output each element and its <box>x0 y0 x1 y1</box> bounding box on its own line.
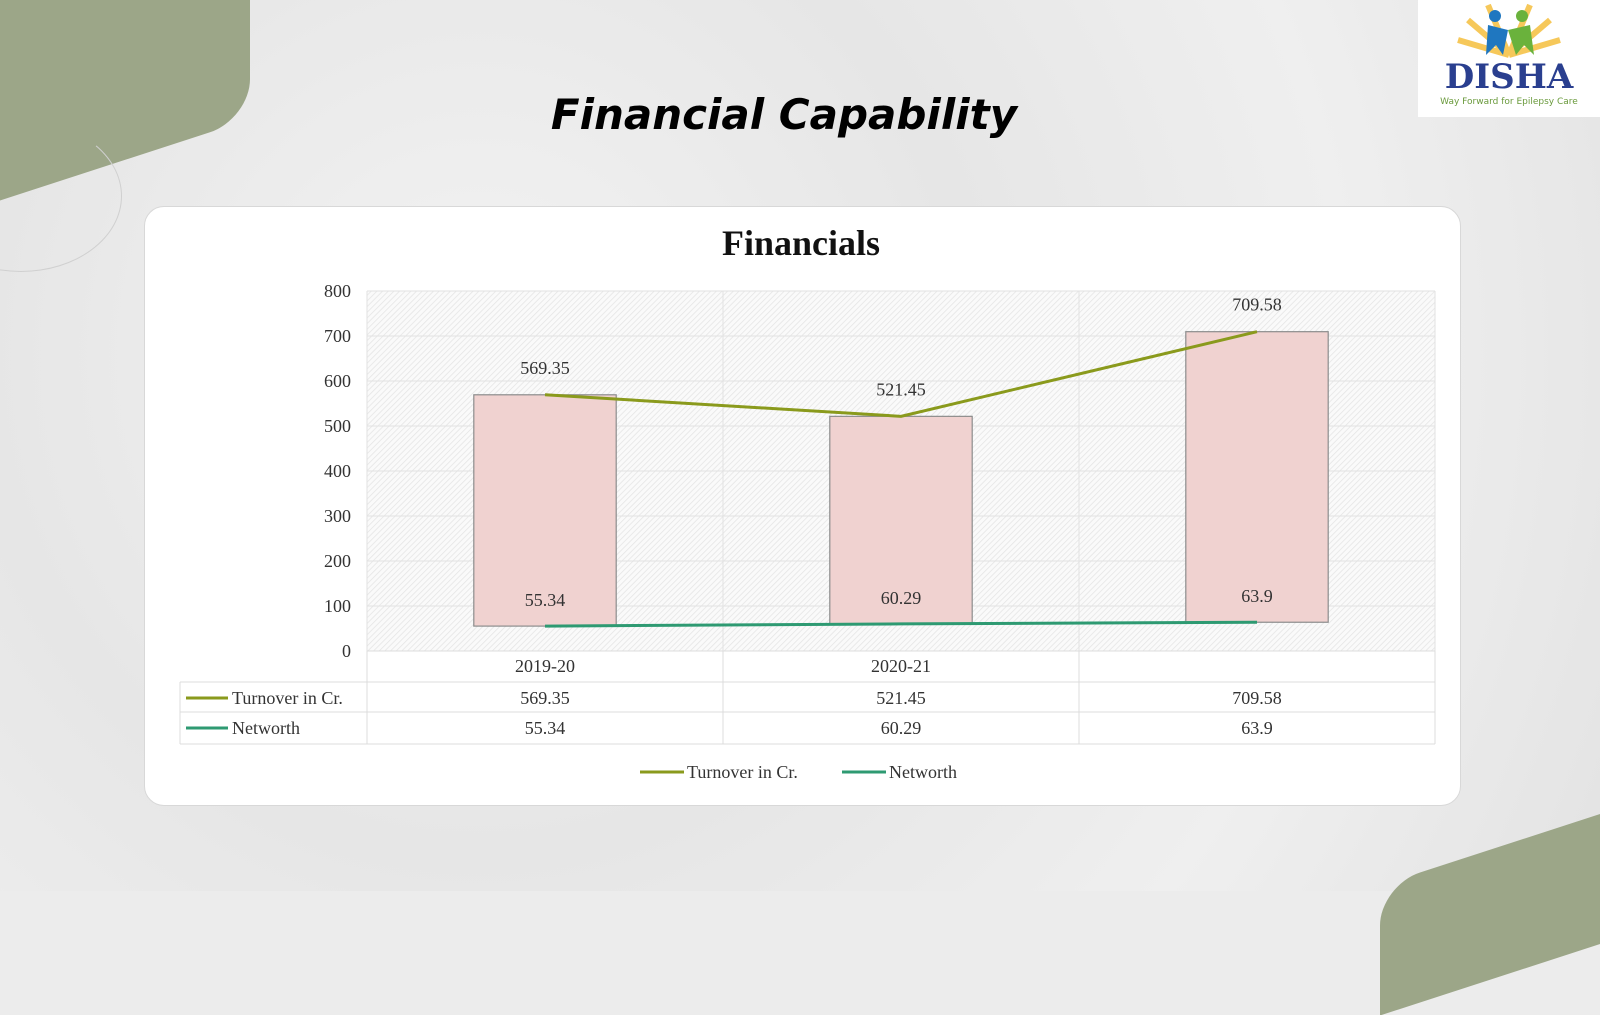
logo-tagline: Way Forward for Epilepsy Care <box>1440 97 1578 107</box>
y-tick-label: 200 <box>324 551 351 571</box>
x-category-label: 2019-20 <box>515 656 575 676</box>
turnover-data-label: 521.45 <box>876 379 926 399</box>
table-cell: 55.34 <box>525 718 566 738</box>
x-category-label: 2020-21 <box>871 656 931 676</box>
financials-chart: Financials 0 100 200 300 400 500 600 700 800 569.3… <box>179 223 1436 782</box>
chart-title: Financials <box>722 223 880 263</box>
up-down-bar <box>473 394 617 627</box>
logo-graphic: DISHA Way Forward for Epilepsy Care <box>1440 3 1578 107</box>
up-down-bar <box>829 415 973 625</box>
table-cell: 569.35 <box>520 688 570 708</box>
turnover-line <box>544 330 1258 418</box>
y-tick-label: 500 <box>324 416 351 436</box>
table-series-name: Turnover in Cr. <box>232 688 343 708</box>
table-cell: 60.29 <box>881 718 922 738</box>
y-tick-label: 700 <box>324 326 351 346</box>
turnover-data-label: 569.35 <box>520 358 570 378</box>
y-tick-label: 0 <box>342 641 351 661</box>
turnover-data-label: 709.58 <box>1232 295 1282 315</box>
networth-line <box>544 620 1258 628</box>
networth-data-label: 55.34 <box>525 590 566 610</box>
networth-data-label: 60.29 <box>881 588 922 608</box>
y-tick-label: 400 <box>324 461 351 481</box>
y-tick-label: 600 <box>324 371 351 391</box>
y-tick-label: 800 <box>324 281 351 301</box>
slide-heading: Financial Capability <box>550 90 1018 139</box>
y-tick-label: 100 <box>324 596 351 616</box>
networth-data-label: 63.9 <box>1241 586 1273 606</box>
legend-label: Networth <box>889 762 957 782</box>
y-tick-label: 300 <box>324 506 351 526</box>
table-series-name: Networth <box>232 718 300 738</box>
table-cell: 63.9 <box>1241 718 1273 738</box>
legend-label: Turnover in Cr. <box>687 762 798 782</box>
table-cell: 521.45 <box>876 688 926 708</box>
disha-logo: DISHA Way Forward for Epilepsy Care <box>1418 0 1600 117</box>
logo-wordmark: DISHA <box>1445 57 1574 97</box>
up-down-bar <box>1185 331 1329 623</box>
table-cell: 709.58 <box>1232 688 1282 708</box>
